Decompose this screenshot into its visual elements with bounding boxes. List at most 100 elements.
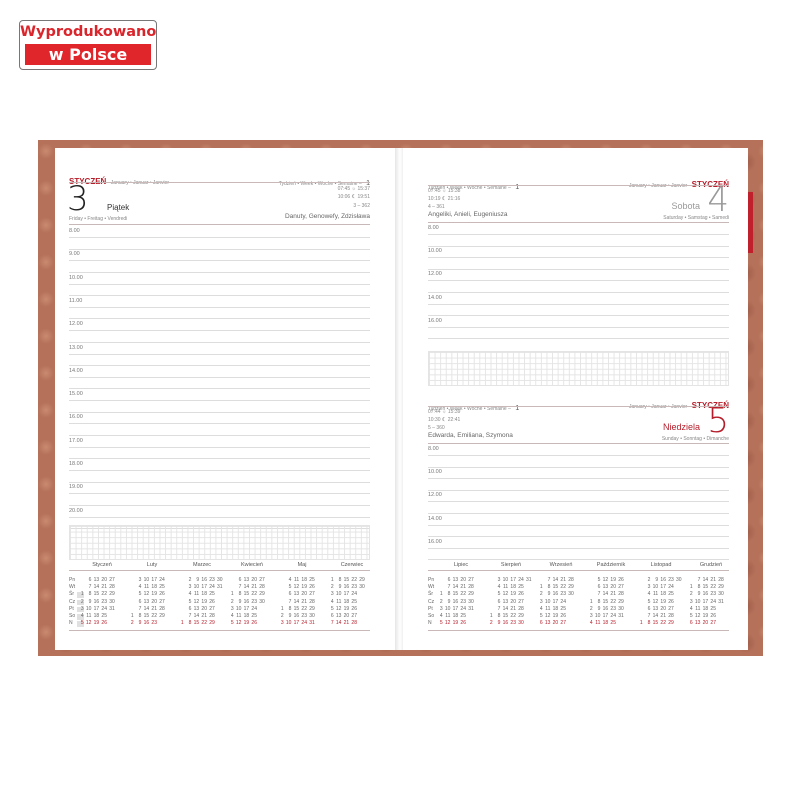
calendar-day[interactable]: 1 [539,584,543,591]
calendar-day[interactable]: 2 [489,620,493,627]
calendar-day[interactable]: 31 [309,620,315,627]
calendar-day[interactable]: 8 [338,577,342,583]
calendar-day[interactable]: 5 [439,620,443,627]
calendar-day[interactable]: 25 [159,584,165,591]
half-hour-line[interactable] [428,559,729,561]
calendar-day[interactable]: 16 [702,591,709,598]
calendar-day[interactable]: 26 [518,591,524,598]
calendar-day[interactable]: 13 [502,598,509,605]
calendar-day[interactable]: 11 [652,591,659,598]
calendar-day[interactable]: 30 [518,620,524,627]
calendar-day[interactable]: 1 [77,592,84,598]
calendar-day[interactable]: 8 [597,598,601,605]
calendar-day[interactable]: 4 [647,591,651,598]
calendar-day[interactable]: 11 [193,591,200,598]
calendar-day[interactable]: 17 [602,613,609,619]
hour-line[interactable] [428,234,729,235]
calendar-day[interactable]: 22 [351,577,357,583]
calendar-day[interactable]: 17 [510,577,516,583]
hour-line[interactable] [69,306,370,308]
calendar-day[interactable]: 20 [702,620,709,627]
calendar-day[interactable]: 3 [647,584,651,591]
calendar-day[interactable]: 14 [602,591,609,598]
calendar-day[interactable]: 21 [301,598,307,605]
calendar-day[interactable]: 28 [259,584,265,591]
calendar-day[interactable]: 21 [251,584,257,591]
calendar-day[interactable]: 28 [209,613,215,619]
calendar-day[interactable]: 15 [702,584,709,591]
calendar-day[interactable]: 5 [77,621,84,627]
half-hour-line[interactable] [428,245,729,247]
calendar-day[interactable]: 22 [710,584,716,591]
calendar-day[interactable]: 4 [330,598,334,605]
hour-line[interactable] [69,446,370,448]
calendar-day[interactable]: 14 [702,577,709,583]
calendar-day[interactable]: 28 [718,577,724,583]
calendar-day[interactable]: 26 [618,577,624,583]
calendar-day[interactable]: 10 [444,605,451,612]
calendar-day[interactable]: 18 [702,605,709,612]
half-hour-line[interactable] [428,512,729,514]
calendar-day[interactable]: 3 [188,584,192,591]
calendar-day[interactable]: 4 [539,605,543,612]
calendar-day[interactable]: 28 [351,620,357,627]
hour-line[interactable] [428,280,729,282]
calendar-day[interactable]: 25 [351,598,357,605]
calendar-day[interactable]: 12 [544,613,551,619]
calendar-day[interactable]: 7 [497,605,501,612]
calendar-day[interactable]: 25 [560,605,566,612]
calendar-day[interactable]: 26 [668,598,674,605]
calendar-day[interactable]: 3 [689,598,693,605]
calendar-day[interactable]: 4 [589,620,593,627]
calendar-day[interactable]: 9 [196,577,200,583]
calendar-day[interactable]: 16 [502,620,509,627]
calendar-day[interactable]: 25 [518,584,524,591]
calendar-day[interactable]: 18 [552,605,559,612]
calendar-day[interactable]: 18 [602,620,609,627]
calendar-day[interactable]: 11 [545,605,551,612]
calendar-day[interactable]: 6 [188,605,192,612]
calendar-day[interactable]: 25 [251,613,257,619]
calendar-day[interactable]: 13 [193,605,200,612]
hour-line[interactable] [69,237,370,238]
calendar-day[interactable]: 29 [518,613,524,619]
calendar-day[interactable]: 12 [444,620,451,627]
calendar-day[interactable]: 28 [468,584,474,591]
calendar-day[interactable]: 9 [497,620,501,627]
calendar-day[interactable]: 12 [602,577,609,583]
calendar-day[interactable]: 1 [639,620,643,627]
calendar-day[interactable]: 12 [143,591,150,598]
calendar-day[interactable]: 18 [452,613,459,619]
calendar-day[interactable]: 20 [151,598,157,605]
calendar-day[interactable]: 2 [280,613,284,619]
calendar-day[interactable]: 7 [88,584,92,591]
calendar-day[interactable]: 24 [560,598,566,605]
half-hour-line[interactable] [428,315,729,317]
calendar-day[interactable]: 30 [468,598,474,605]
calendar-day[interactable]: 6 [288,591,292,598]
calendar-day[interactable]: 20 [251,577,257,583]
calendar-day[interactable]: 5 [597,577,601,583]
calendar-day[interactable]: 21 [343,620,350,627]
calendar-day[interactable]: 19 [702,613,709,619]
calendar-day[interactable]: 26 [209,598,215,605]
calendar-day[interactable]: 29 [718,584,724,591]
calendar-day[interactable]: 25 [460,613,466,619]
calendar-day[interactable]: 27 [560,620,566,627]
half-hour-line[interactable] [69,248,370,250]
calendar-day[interactable]: 30 [359,584,365,591]
calendar-day[interactable]: 16 [552,591,559,598]
half-hour-line[interactable] [69,295,370,297]
calendar-day[interactable]: 14 [552,577,559,583]
calendar-day[interactable]: 23 [610,605,616,612]
calendar-day[interactable]: 26 [309,584,315,591]
calendar-day[interactable]: 25 [710,605,716,612]
calendar-day[interactable]: 27 [109,577,115,583]
calendar-day[interactable]: 17 [93,605,100,612]
calendar-day[interactable]: 1 [280,605,284,612]
calendar-day[interactable]: 20 [460,577,466,583]
calendar-day[interactable]: 10 [193,584,200,591]
calendar-day[interactable]: 16 [243,598,250,605]
calendar-day[interactable]: 17 [201,584,207,591]
calendar-day[interactable]: 22 [251,591,257,598]
